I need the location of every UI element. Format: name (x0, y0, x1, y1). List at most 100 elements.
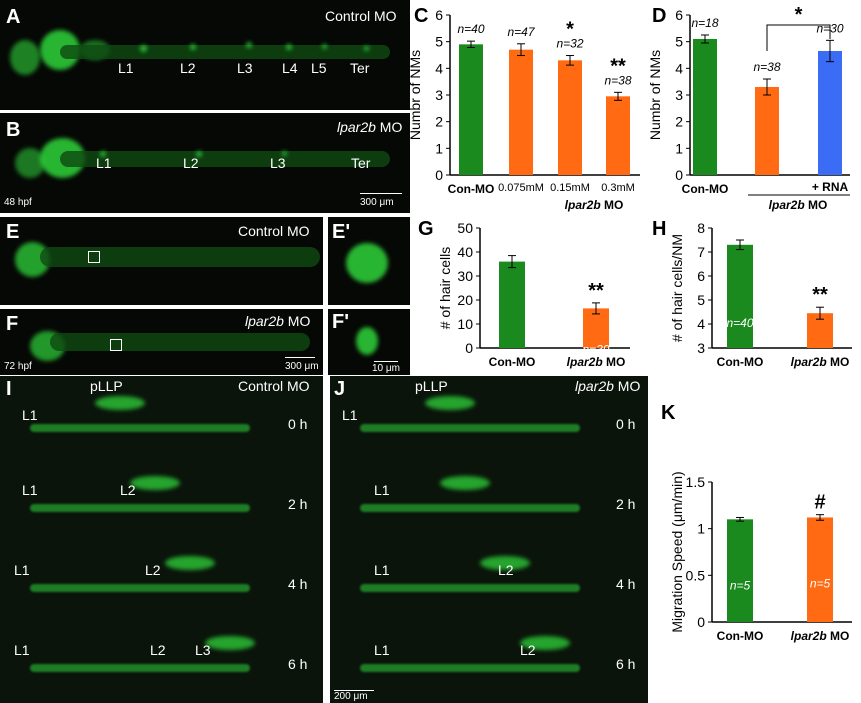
x-tick-label: Con-MO (717, 355, 764, 369)
scale-label: 10 μm (372, 363, 400, 374)
lateral-line-nerve (30, 504, 250, 512)
y-tick-label: 0.5 (686, 567, 706, 583)
primordium (520, 636, 570, 650)
bar (807, 517, 833, 622)
n-label: n=32 (556, 37, 583, 51)
x-tick-label: lpar2b MO (791, 355, 850, 369)
n-label: n=39 (582, 342, 609, 356)
y-tick-label: 6 (697, 268, 705, 284)
neuromast-label-l1: L1 (374, 642, 390, 658)
bar (818, 51, 842, 175)
panel-f-condition: lpar2b MO (245, 313, 311, 329)
timepoint-label: 4 h (616, 576, 636, 592)
group-label: lpar2b MO (565, 198, 624, 212)
label-l1: L1 (118, 60, 134, 76)
scale-bar (360, 193, 402, 194)
neuromast-label-l3: L3 (195, 642, 211, 658)
panel-e-image: E Control MO (0, 217, 323, 305)
neuromast-label-l2: L2 (145, 562, 161, 578)
bar (558, 60, 582, 176)
significance-mark: ** (610, 55, 626, 77)
significance-mark: ** (812, 284, 828, 306)
y-tick-label: 10 (457, 316, 473, 332)
panel-a-letter: A (6, 6, 21, 28)
neuromast-label-l2: L2 (120, 482, 136, 498)
panel-e-condition: Control MO (238, 223, 310, 239)
y-axis-label: Numbr of NMs (407, 50, 423, 140)
label-l3: L3 (270, 155, 286, 171)
neuromast-label-l2: L2 (520, 642, 536, 658)
n-label: n=47 (507, 25, 535, 39)
lateral-line-nerve (30, 584, 250, 592)
significance-mark: ** (588, 280, 604, 302)
rescue-label: + RNA (812, 180, 849, 194)
panel-k-letter: K (661, 402, 676, 424)
panel-f-letter: F (6, 313, 19, 335)
y-axis-label: # of hair cells/NM (669, 234, 685, 342)
y-tick-label: 3 (697, 340, 705, 356)
y-tick-label: 4 (697, 316, 705, 332)
y-tick-label: 1 (675, 140, 683, 156)
panel-i-letter: I (6, 378, 12, 400)
y-tick-label: 3 (435, 87, 443, 103)
panel-h-letter: H (652, 218, 667, 240)
label-l1: L1 (96, 155, 112, 171)
scale-label: 200 μm (334, 691, 368, 702)
lateral-line-nerve (360, 664, 580, 672)
x-tick-label: 0.3mM (601, 182, 635, 194)
panel-g-letter: G (418, 218, 434, 240)
y-tick-label: 2 (435, 114, 443, 130)
x-tick-label: Con-MO (448, 182, 495, 196)
pllp-label: pLLP (90, 378, 123, 394)
n-label: n=40 (726, 316, 753, 330)
neuromast-label-l1: L1 (342, 407, 358, 423)
panel-e-prime-image: E' (328, 217, 410, 305)
neuromast-label-l1: L1 (22, 482, 38, 498)
panel-b-condition: lpar2b MO (337, 119, 403, 135)
neuromast-label-l1: L1 (14, 562, 30, 578)
n-label: n=40 (457, 22, 484, 36)
y-tick-label: 4 (675, 60, 683, 76)
significance-bracket (766, 24, 831, 51)
n-label: n=5 (730, 578, 751, 592)
y-axis-label: # of hair cells (437, 247, 453, 329)
y-tick-label: 1 (697, 521, 705, 537)
timepoint-label: 2 h (616, 496, 636, 512)
timepoint-label: 0 h (288, 416, 308, 432)
y-tick-label: 8 (697, 220, 705, 236)
label-l2: L2 (183, 155, 199, 171)
bar (693, 39, 717, 175)
scale-bar (285, 357, 315, 358)
panel-b-stage: 48 hpf (4, 197, 32, 208)
lateral-line-nerve (30, 424, 250, 432)
scale-label: 300 μm (285, 361, 319, 372)
bar (583, 308, 609, 348)
bar (499, 261, 525, 348)
primordium (165, 556, 215, 570)
lateral-line-nerve (360, 504, 580, 512)
neuromast-label-l1: L1 (14, 642, 30, 658)
primordium (205, 636, 255, 650)
timepoint-label: 6 h (288, 656, 308, 672)
y-axis-label: Numbr of NMs (647, 50, 663, 140)
scale-label: 300 μm (360, 197, 394, 208)
panel-f-image: F lpar2b MO 72 hpf 300 μm (0, 309, 323, 375)
y-axis-label: Migration Speed (μm/min) (669, 471, 685, 632)
panel-i-image: I pLLP Control MO 0 h L1 2 h L1 L2 4 h L1 L2 6 h… (0, 376, 323, 703)
bar (727, 519, 753, 622)
y-tick-label: 3 (675, 87, 683, 103)
panel-d-letter: D (652, 5, 667, 27)
n-label: n=39 (806, 347, 833, 361)
x-tick-label: 0.075mM (498, 182, 544, 194)
label-l5: L5 (311, 60, 327, 76)
label-l4: L4 (282, 60, 298, 76)
lateral-line-nerve (360, 424, 580, 432)
panel-f-stage: 72 hpf (4, 361, 32, 372)
panel-j-image: J pLLP lpar2b MO 0 h L1 2 h L1 4 h L1 L2 6 h L1 L… (330, 376, 648, 703)
label-ter: Ter (351, 155, 371, 171)
x-tick-label: 0.15mM (550, 182, 590, 194)
x-tick-label: Con-MO (489, 355, 536, 369)
neuromast-label-l1: L1 (374, 482, 390, 498)
panel-e-prime-letter: E' (332, 221, 351, 243)
primordium (425, 396, 475, 410)
